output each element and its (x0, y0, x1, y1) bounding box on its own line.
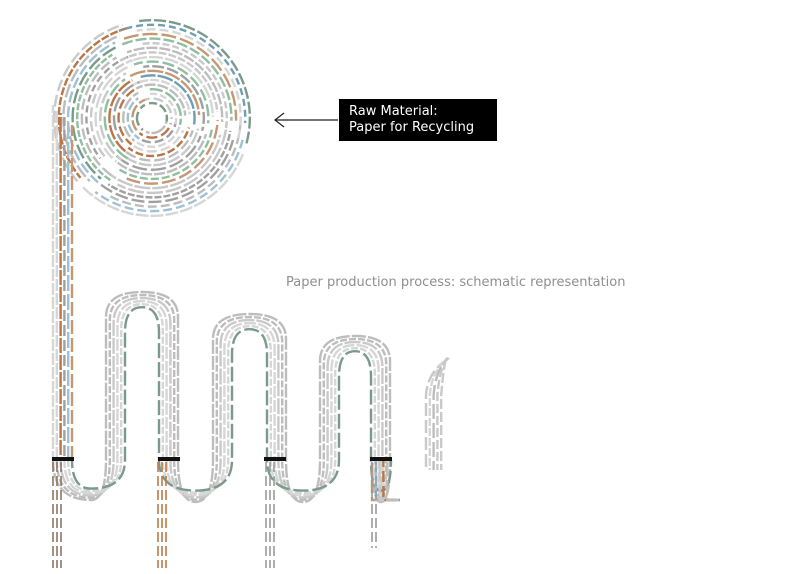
callout-subtitle: Paper for Recycling (349, 120, 475, 135)
roll-ring (98, 139, 235, 204)
roll-ring (136, 28, 242, 140)
roll-ring (135, 103, 146, 131)
roll-ring (108, 79, 133, 153)
roll-ring (122, 128, 200, 167)
roll-ring (126, 97, 141, 140)
roll-ring (122, 119, 219, 185)
roll-ring (117, 128, 214, 181)
roll-ring (126, 46, 224, 122)
wave-strand (59, 296, 384, 499)
callout-title: Raw Material: (349, 104, 438, 119)
roll-ring (103, 78, 129, 160)
roll-ring (133, 60, 210, 124)
roll-ring (148, 101, 169, 122)
roll-ring (143, 65, 205, 132)
roll-ring (119, 51, 219, 113)
arrow-left-icon (274, 112, 338, 128)
roll-ring (131, 97, 148, 132)
roll-ring (107, 130, 232, 199)
roll-ring (127, 129, 185, 153)
wave-end (386, 460, 400, 502)
wave-rise (440, 357, 448, 470)
roll-ring (80, 56, 118, 177)
roll-ring (114, 133, 208, 176)
wave-strand (51, 290, 392, 504)
process-wave-strands (51, 290, 451, 504)
roll-ring (147, 92, 178, 125)
roll-ring (57, 27, 127, 179)
roll-ring (127, 127, 190, 158)
roll-ring (117, 87, 137, 146)
roll-ring (132, 78, 191, 115)
roll-ring (108, 125, 242, 208)
roll-ring (76, 53, 113, 182)
wave-strand (55, 293, 388, 501)
roll-ring (71, 45, 118, 180)
wave-strand (67, 302, 389, 495)
wave-rise (428, 357, 450, 470)
roll-ring (85, 53, 137, 160)
roll-ring (129, 69, 201, 116)
roll-ring (115, 135, 202, 171)
roll-ring (108, 134, 222, 190)
roll-ring (99, 72, 127, 162)
wave-strand (70, 305, 393, 492)
roll-tail-strands (51, 105, 74, 460)
stage-marker-bar (264, 457, 286, 461)
roll-ring (138, 122, 173, 139)
roll-ring (135, 83, 187, 116)
roll-ring (144, 97, 173, 119)
wave-strand (63, 299, 385, 497)
roll-ring (81, 153, 245, 217)
roll-ring (66, 41, 116, 184)
raw-material-callout: Raw Material: Paper for Recycling (339, 99, 497, 141)
stage-marker-bar (158, 457, 180, 461)
roll-ring (94, 139, 244, 213)
roll-ring (134, 123, 182, 149)
stage-marker-bar (370, 457, 392, 461)
paper-roll-spiral (53, 19, 251, 217)
roll-ring (62, 34, 121, 182)
roll-ring (121, 37, 233, 121)
diagram-caption: Paper production process: schematic repr… (286, 275, 626, 290)
roll-ring (125, 55, 215, 117)
roll-ring (123, 130, 194, 162)
output-drop-lines (52, 462, 377, 568)
roll-ring (140, 74, 196, 125)
roll-ring (138, 19, 251, 146)
roll-ring (89, 59, 133, 161)
stage-marker-bar (52, 457, 74, 461)
roll-ring (137, 121, 177, 144)
roll-ring (119, 32, 238, 121)
roll-ring (122, 91, 139, 142)
roll-ring (146, 88, 182, 126)
roll-ring (116, 122, 228, 195)
stage-marker-bars (52, 457, 392, 461)
roll-ring (94, 64, 132, 160)
roll-ring (142, 42, 228, 140)
roll-ring (145, 117, 169, 135)
